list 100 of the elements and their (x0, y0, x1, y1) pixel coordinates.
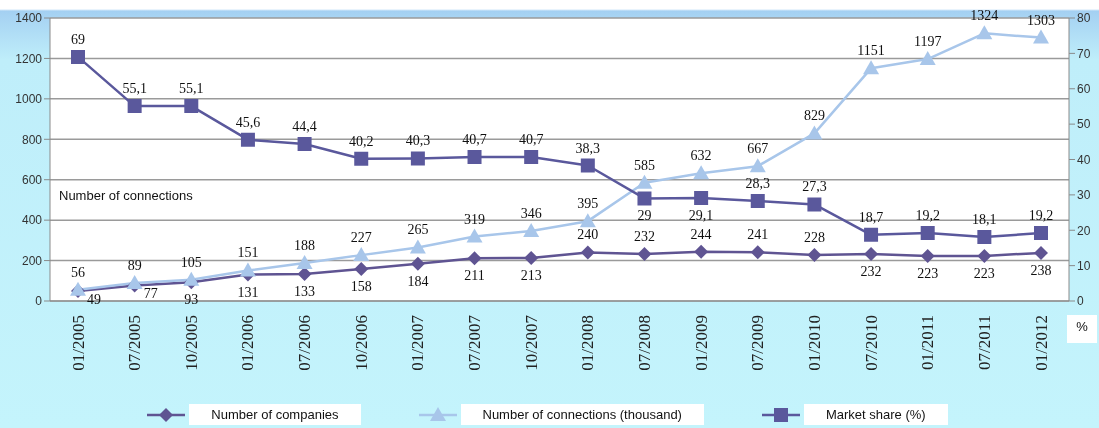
point (807, 197, 822, 212)
point (523, 223, 540, 238)
point (467, 251, 482, 266)
data-label: 77 (143, 286, 158, 302)
x-tick-label: 07/2008 (634, 315, 654, 371)
point (749, 158, 766, 173)
point (184, 99, 199, 114)
data-label: 151 (237, 245, 259, 261)
point (750, 245, 765, 260)
data-label: 40,3 (405, 133, 431, 149)
data-label: 55,1 (122, 81, 147, 97)
data-label: 55,1 (179, 81, 204, 97)
point (409, 239, 426, 254)
point (580, 158, 595, 173)
data-label: 223 (917, 265, 939, 281)
point (297, 136, 312, 151)
data-label: 188 (294, 238, 316, 253)
x-tick-label: 01/2009 (691, 315, 711, 371)
point (637, 191, 652, 206)
data-label: 241 (747, 227, 769, 243)
data-label: 632 (690, 148, 712, 164)
point (1034, 245, 1048, 260)
y2-tick-label: 60 (1077, 82, 1091, 97)
point (296, 255, 313, 269)
data-label: 40,2 (348, 133, 374, 149)
data-label: 19,2 (1028, 208, 1054, 224)
point (920, 226, 935, 241)
point (467, 150, 482, 165)
point (806, 125, 823, 140)
data-label: 29 (637, 208, 652, 224)
data-label: 40,7 (518, 132, 544, 148)
point (410, 256, 425, 271)
point (976, 25, 993, 40)
x-tick-label: 10/2005 (181, 315, 201, 371)
data-label: 667 (747, 141, 769, 157)
point (920, 248, 935, 263)
data-label: 395 (577, 196, 599, 212)
y2-tick-label: 40 (1077, 152, 1091, 167)
legend-label: Market share (%) (803, 404, 948, 425)
point (410, 151, 425, 166)
data-label: 829 (803, 108, 825, 124)
x-tick-label: 01/2012 (1031, 315, 1051, 371)
point (977, 229, 992, 244)
point (864, 247, 879, 262)
point (466, 228, 483, 243)
point (354, 151, 369, 166)
y2-tick-label: 80 (1077, 11, 1091, 26)
data-label: 213 (520, 267, 542, 283)
point (807, 247, 822, 262)
data-label: 232 (860, 264, 882, 280)
y2-tick-label: 20 (1077, 223, 1091, 238)
x-tick-label: 01/2005 (68, 315, 88, 371)
data-label: 238 (1030, 262, 1052, 278)
y2-tick-label: 0 (1077, 294, 1084, 309)
point (239, 262, 256, 277)
data-label: 223 (973, 265, 995, 281)
y-tick-label: 200 (21, 253, 43, 268)
data-label: 228 (803, 229, 825, 245)
x-tick-label: 01/2008 (578, 315, 598, 371)
data-label: 27,3 (802, 179, 827, 195)
point (580, 245, 595, 260)
y-axis-title: Number of connections (59, 187, 193, 203)
data-label: 93 (184, 292, 199, 308)
y-tick-label: 1400 (15, 11, 43, 26)
data-label: 1303 (1027, 12, 1055, 28)
data-label: 240 (577, 227, 599, 243)
data-label: 40,7 (462, 132, 487, 148)
data-label: 133 (294, 284, 316, 300)
x-tick-label: 07/2006 (295, 315, 315, 371)
data-label: 45,6 (235, 114, 261, 130)
y-tick-label: 1200 (15, 51, 43, 66)
data-label: 227 (350, 230, 372, 246)
point (354, 262, 369, 277)
point (524, 250, 539, 265)
x-tick-label: 07/2010 (861, 315, 881, 371)
y-tick-label: 0 (35, 294, 43, 309)
data-label: 18,7 (858, 209, 884, 225)
x-tick-label: 07/2007 (465, 314, 485, 371)
point (127, 99, 142, 114)
data-label: 1197 (913, 34, 942, 50)
point (524, 150, 539, 165)
y-tick-label: 800 (21, 132, 43, 147)
x-tick-label: 01/2007 (408, 314, 428, 371)
data-label: 319 (464, 211, 486, 227)
point (1034, 226, 1048, 241)
point (579, 213, 596, 228)
data-label: 105 (180, 254, 202, 270)
data-label: 18,1 (972, 211, 997, 227)
point (636, 174, 653, 189)
x-tick-label: 10/2007 (521, 314, 541, 371)
x-tick-label: 01/2010 (804, 315, 824, 371)
data-label: 158 (350, 279, 372, 295)
data-label: 232 (633, 229, 655, 245)
data-label: 49 (87, 292, 101, 308)
point (977, 248, 992, 263)
y-tick-label: 600 (21, 172, 43, 187)
point (694, 244, 709, 259)
data-label: 265 (407, 222, 429, 238)
x-tick-label: 07/2009 (748, 315, 768, 371)
y2-tick-label: 30 (1077, 188, 1091, 203)
